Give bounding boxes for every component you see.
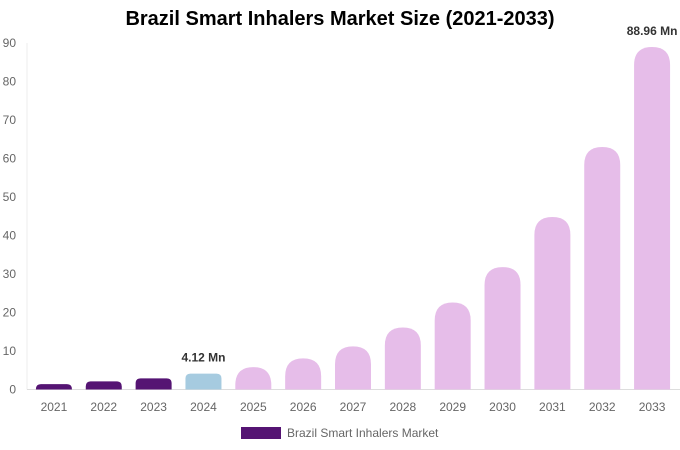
x-tick-label: 2029	[439, 400, 466, 414]
bar-2032	[584, 146, 621, 390]
y-tick-label: 10	[3, 344, 17, 358]
x-tick-label: 2026	[290, 400, 317, 414]
bar-2031	[534, 217, 571, 390]
data-label: 88.96 Mn	[627, 24, 678, 38]
legend[interactable]: Brazil Smart Inhalers Market	[241, 426, 438, 440]
x-tick-label: 2021	[41, 400, 68, 414]
y-tick-label: 30	[3, 267, 17, 281]
x-tick-label: 2024	[190, 400, 217, 414]
x-tick-label: 2025	[240, 400, 267, 414]
legend-swatch	[241, 427, 281, 439]
y-tick-label: 20	[3, 306, 17, 320]
data-label: 4.12 Mn	[181, 351, 225, 365]
bar-2023	[135, 378, 172, 390]
bar-2024	[185, 373, 222, 390]
bar-2026	[285, 358, 322, 390]
y-tick-label: 50	[3, 190, 17, 204]
x-tick-label: 2027	[340, 400, 367, 414]
x-tick-label: 2030	[489, 400, 516, 414]
x-tick-label: 2032	[589, 400, 616, 414]
x-tick-label: 2031	[539, 400, 566, 414]
legend-label: Brazil Smart Inhalers Market	[287, 426, 439, 440]
bar-2021	[35, 384, 72, 390]
chart-title: Brazil Smart Inhalers Market Size (2021-…	[125, 8, 555, 30]
x-tick-label: 2028	[389, 400, 416, 414]
bar-2029	[434, 302, 471, 390]
y-tick-label: 0	[9, 383, 16, 397]
bar-2028	[384, 327, 421, 390]
bar-2033	[634, 47, 671, 390]
bar-2030	[484, 267, 521, 390]
x-tick-label: 2022	[90, 400, 117, 414]
y-tick-label: 40	[3, 229, 17, 243]
y-tick-label: 90	[3, 36, 17, 50]
bar-2025	[235, 367, 272, 390]
y-tick-label: 60	[3, 152, 17, 166]
y-tick-label: 70	[3, 113, 17, 127]
bar-2027	[335, 346, 371, 390]
y-tick-label: 80	[3, 75, 17, 89]
x-tick-label: 2023	[140, 400, 167, 414]
bar-2022	[85, 381, 122, 390]
x-tick-label: 2033	[639, 400, 666, 414]
